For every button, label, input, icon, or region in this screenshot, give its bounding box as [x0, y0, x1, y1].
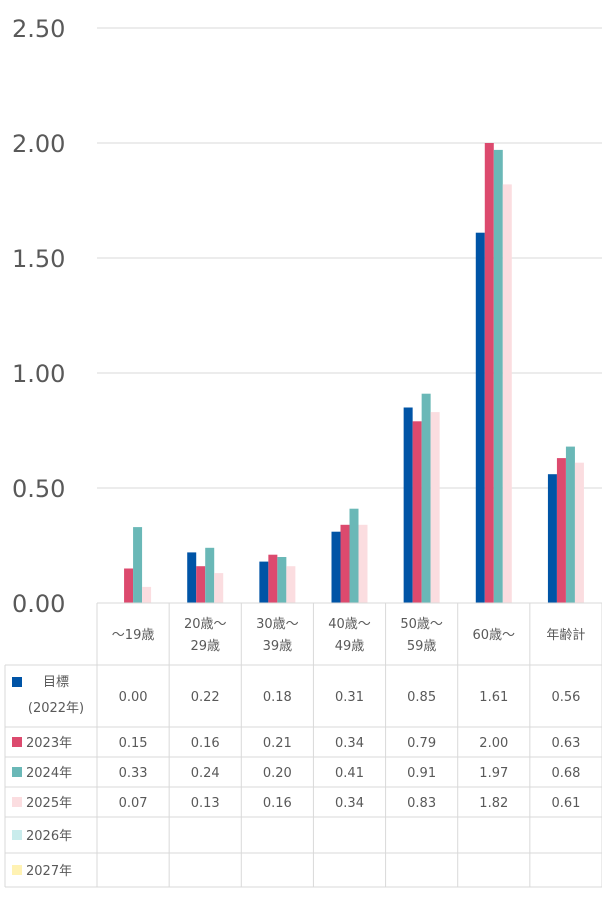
bar [214, 573, 224, 603]
legend-marker [12, 797, 22, 807]
data-label: 0.20 [263, 766, 292, 781]
data-label: 0.21 [263, 736, 292, 751]
data-label: 0.31 [335, 690, 364, 705]
data-label: 0.83 [407, 796, 436, 811]
data-label: 0.61 [551, 796, 580, 811]
bar [574, 462, 584, 603]
bar [349, 508, 359, 603]
bar [187, 552, 197, 603]
legend-label: (2022年) [28, 701, 84, 716]
data-label: 0.33 [119, 766, 148, 781]
category-label: 49歳 [335, 639, 365, 654]
legend-marker [12, 737, 22, 747]
data-label: 0.34 [335, 796, 364, 811]
data-label: 1.61 [479, 690, 508, 705]
bar [547, 474, 557, 603]
bar [124, 568, 134, 603]
bar [484, 143, 494, 603]
bar [331, 531, 341, 603]
bar [358, 524, 368, 603]
bar [421, 393, 431, 603]
data-label: 0.68 [551, 766, 580, 781]
bar [565, 446, 575, 603]
y-tick-label: 0.50 [12, 475, 65, 503]
bar [205, 547, 215, 603]
data-label: 0.56 [551, 690, 580, 705]
y-tick-label: 0.00 [12, 590, 65, 618]
bar [493, 149, 503, 603]
bar [340, 524, 350, 603]
category-label: 20歳～ [184, 617, 227, 632]
bar [412, 421, 422, 603]
category-label: 60歳～ [473, 628, 516, 643]
bar [142, 586, 152, 603]
legend-label: 2024年 [26, 766, 72, 781]
data-label: 0.34 [335, 736, 364, 751]
category-label: 39歳 [263, 639, 293, 654]
category-label: 年齢計 [546, 627, 585, 643]
bars [124, 143, 584, 603]
y-axis-ticks: 0.00 0.50 1.00 1.50 2.00 2.50 [12, 15, 65, 618]
bar [502, 184, 512, 603]
data-label: 0.79 [407, 736, 436, 751]
data-label: 0.00 [119, 690, 148, 705]
bar [475, 232, 485, 603]
data-label: 0.85 [407, 690, 436, 705]
data-label: 0.15 [119, 736, 148, 751]
data-label: 0.91 [407, 766, 436, 781]
data-label: 0.63 [551, 736, 580, 751]
y-tick-label: 1.00 [12, 360, 65, 388]
data-label: 0.18 [263, 690, 292, 705]
category-label: 50歳～ [400, 617, 443, 632]
data-label: 0.07 [119, 796, 148, 811]
legend-label: 2026年 [26, 829, 72, 844]
data-label: 2.00 [479, 736, 508, 751]
bar [286, 566, 296, 603]
legend-marker [12, 830, 22, 840]
y-tick-label: 1.50 [12, 245, 65, 273]
bar [196, 566, 206, 603]
data-label: 0.22 [191, 690, 220, 705]
legend-marker [12, 767, 22, 777]
bar [268, 554, 278, 603]
bar [556, 458, 566, 603]
category-label: 29歳 [190, 639, 220, 654]
bar [403, 407, 413, 603]
legend-label: 2027年 [26, 864, 72, 879]
category-label: 40歳～ [328, 617, 371, 632]
legend-marker [12, 677, 22, 687]
category-label: ～19歳 [112, 628, 155, 643]
legend-label: 2023年 [26, 736, 72, 751]
bar [277, 557, 287, 603]
category-label: 30歳～ [256, 617, 299, 632]
bar [259, 561, 269, 603]
data-label: 0.16 [191, 736, 220, 751]
y-tick-label: 2.50 [12, 15, 65, 43]
bar [133, 527, 143, 603]
category-label: 59歳 [407, 639, 437, 654]
legend-label: 2025年 [26, 796, 72, 811]
bar [430, 412, 440, 603]
data-label: 0.16 [263, 796, 292, 811]
data-label: 0.41 [335, 766, 364, 781]
data-label: 0.13 [191, 796, 220, 811]
legend-label: 目標 [43, 675, 69, 690]
data-label: 1.82 [479, 796, 508, 811]
y-tick-label: 2.00 [12, 130, 65, 158]
data-label: 0.24 [191, 766, 220, 781]
data-table: ～19歳 20歳～ 29歳 30歳～ 39歳 40歳～ 49歳 50歳～ 59歳 60歳～ 年齢計目… [4, 602, 602, 888]
legend-marker [12, 865, 22, 875]
data-label: 1.97 [479, 766, 508, 781]
